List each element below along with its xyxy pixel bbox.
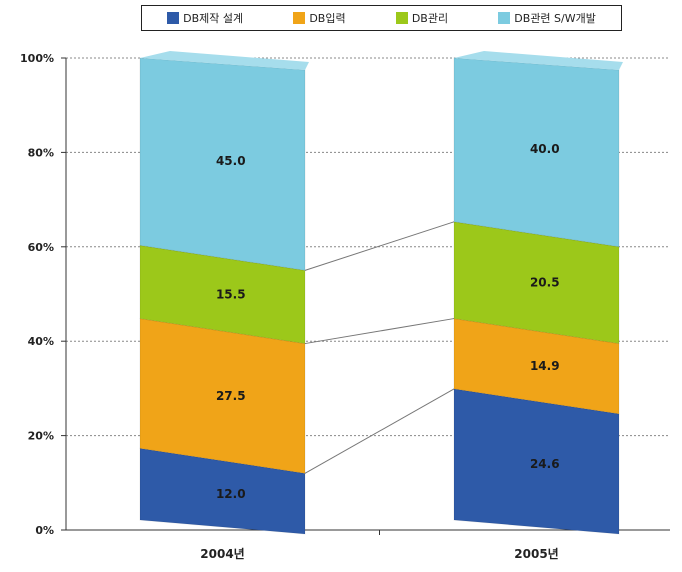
data-label: 27.5	[216, 389, 246, 403]
data-label: 20.5	[530, 276, 560, 290]
axis-layer: 0% 20% 40% 60% 80% 100%	[20, 52, 670, 537]
data-label: 15.5	[216, 287, 246, 301]
y-tick-label: 80%	[28, 146, 54, 159]
legend-item: DB관리	[395, 10, 449, 26]
y-tick-label: 20%	[28, 430, 54, 443]
y-tick-label: 60%	[28, 241, 54, 254]
legend: DB제작 설계 DB입력 DB관리 DB관련 S/W개발	[141, 5, 622, 31]
legend-item: DB입력	[293, 10, 346, 26]
legend-label: DB입력	[309, 12, 346, 25]
legend-label: DB관리	[411, 12, 449, 25]
bar-top-cap	[454, 51, 623, 70]
legend-swatch	[498, 12, 511, 24]
legend-item: DB관련 S/W개발	[498, 10, 596, 26]
legend-swatch	[293, 12, 306, 24]
legend-item: DB제작 설계	[167, 10, 243, 26]
y-tick-label: 100%	[20, 52, 54, 65]
series-connector-line	[304, 388, 455, 474]
series-connector-line	[304, 318, 455, 345]
label-layer: 12.0 27.5 15.5 45.0 2004년 24.6 14.9 20.5 40.0 200…	[200, 142, 559, 561]
x-tick-label: 2005년	[514, 547, 558, 561]
legend-label: DB관련 S/W개발	[514, 12, 596, 25]
series-connector-line	[304, 221, 455, 271]
bar-top-cap	[140, 51, 309, 70]
connector-layer	[304, 221, 455, 474]
legend-swatch	[167, 12, 180, 24]
data-label: 40.0	[530, 142, 560, 156]
data-label: 12.0	[216, 487, 246, 501]
x-tick-label: 2004년	[200, 547, 244, 561]
data-label: 45.0	[216, 154, 246, 168]
legend-swatch	[395, 12, 408, 24]
bar-layer	[139, 51, 623, 535]
data-label: 24.6	[530, 457, 560, 471]
legend-label: DB제작 설계	[183, 12, 244, 25]
bar-segment	[453, 221, 620, 345]
y-tick-label: 40%	[28, 335, 54, 348]
data-label: 14.9	[530, 359, 560, 373]
y-tick-label: 0%	[35, 524, 54, 537]
